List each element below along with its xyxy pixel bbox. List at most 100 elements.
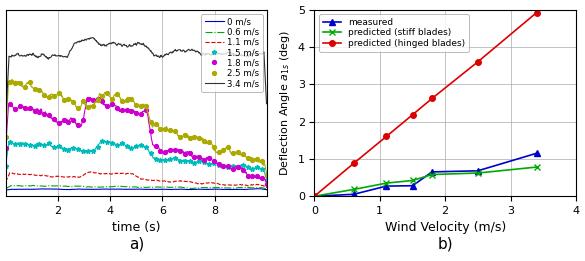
0.6 m/s	[263, 188, 270, 191]
2.5 m/s	[263, 173, 270, 176]
0 m/s	[199, 188, 206, 191]
predicted (hinged blades)	[383, 135, 390, 138]
0.6 m/s	[121, 185, 128, 188]
1.8 m/s	[94, 98, 101, 101]
1.5 m/s	[2, 164, 9, 167]
predicted (stiff blades)	[474, 171, 481, 175]
0.6 m/s	[49, 184, 56, 187]
0.6 m/s	[199, 186, 207, 189]
1.8 m/s	[31, 109, 38, 112]
1.1 m/s	[88, 170, 95, 173]
2.5 m/s	[239, 153, 246, 156]
predicted (hinged blades)	[409, 113, 416, 116]
1.1 m/s	[177, 179, 184, 182]
predicted (stiff blades)	[383, 182, 390, 185]
0.6 m/s	[2, 187, 9, 190]
0.6 m/s	[177, 186, 184, 189]
1.1 m/s	[69, 175, 76, 179]
2.5 m/s	[36, 88, 43, 92]
1.1 m/s	[49, 175, 56, 179]
predicted (hinged blades)	[429, 97, 436, 100]
1.5 m/s	[99, 140, 106, 143]
0 m/s	[121, 188, 128, 191]
measured	[409, 184, 416, 187]
predicted (stiff blades)	[409, 179, 416, 182]
1.8 m/s	[239, 168, 246, 171]
1.1 m/s	[157, 179, 164, 182]
0.6 m/s	[70, 185, 77, 188]
1.8 m/s	[263, 182, 270, 185]
predicted (hinged blades)	[350, 162, 357, 165]
2.5 m/s	[104, 91, 111, 94]
1.5 m/s	[104, 140, 111, 143]
0 m/s	[254, 187, 261, 190]
predicted (stiff blades)	[429, 173, 436, 176]
2.5 m/s	[26, 80, 33, 84]
1.5 m/s	[239, 164, 246, 167]
3.4 m/s	[177, 48, 184, 51]
0 m/s	[69, 188, 76, 191]
1.5 m/s	[263, 179, 270, 182]
Line: 1.8 m/s: 1.8 m/s	[4, 97, 269, 186]
3.4 m/s	[49, 54, 56, 57]
Line: 3.4 m/s: 3.4 m/s	[5, 38, 267, 104]
1.8 m/s	[50, 117, 57, 121]
3.4 m/s	[88, 36, 95, 39]
measured	[350, 193, 357, 196]
X-axis label: time (s): time (s)	[112, 221, 160, 234]
1.5 m/s	[50, 146, 57, 149]
Text: a): a)	[129, 236, 144, 251]
predicted (stiff blades)	[350, 188, 357, 191]
2.5 m/s	[259, 159, 266, 162]
2.5 m/s	[70, 100, 77, 103]
2.5 m/s	[2, 135, 9, 138]
1.1 m/s	[263, 186, 270, 189]
1.1 m/s	[199, 182, 207, 185]
Line: 1.1 m/s: 1.1 m/s	[5, 172, 267, 188]
Legend: measured, predicted (stiff blades), predicted (hinged blades): measured, predicted (stiff blades), pred…	[319, 14, 469, 52]
1.1 m/s	[121, 172, 128, 175]
Line: predicted (stiff blades): predicted (stiff blades)	[311, 164, 540, 200]
Line: predicted (hinged blades): predicted (hinged blades)	[312, 10, 539, 199]
predicted (hinged blades)	[474, 60, 481, 63]
measured	[474, 169, 481, 172]
3.4 m/s	[2, 102, 9, 105]
0 m/s	[263, 188, 270, 191]
measured	[533, 152, 540, 155]
0.6 m/s	[157, 186, 164, 189]
3.4 m/s	[263, 102, 270, 105]
1.1 m/s	[2, 180, 9, 183]
1.8 m/s	[259, 177, 266, 180]
Y-axis label: Deflection Angle $a_{1s}$ (deg): Deflection Angle $a_{1s}$ (deg)	[278, 30, 292, 176]
X-axis label: Wind Velocity (m/s): Wind Velocity (m/s)	[384, 221, 506, 234]
Legend: 0 m/s, 0.6 m/s, 1.1 m/s, 1.5 m/s, 1.8 m/s, 2.5 m/s, 3.4 m/s: 0 m/s, 0.6 m/s, 1.1 m/s, 1.5 m/s, 1.8 m/…	[201, 14, 263, 92]
measured	[383, 185, 390, 188]
1.8 m/s	[104, 104, 111, 108]
2.5 m/s	[56, 92, 63, 95]
Line: 0 m/s: 0 m/s	[5, 189, 267, 190]
Text: b): b)	[438, 236, 453, 251]
3.4 m/s	[69, 45, 76, 48]
0 m/s	[2, 188, 9, 192]
1.5 m/s	[259, 168, 266, 171]
0.6 m/s	[29, 184, 36, 187]
Line: measured: measured	[311, 150, 540, 200]
predicted (hinged blades)	[311, 195, 318, 198]
measured	[429, 170, 436, 174]
1.8 m/s	[65, 120, 72, 123]
0 m/s	[156, 188, 163, 191]
predicted (stiff blades)	[311, 195, 318, 198]
0 m/s	[177, 188, 184, 191]
1.8 m/s	[2, 147, 9, 150]
1.5 m/s	[31, 144, 38, 147]
0 m/s	[49, 187, 56, 191]
predicted (stiff blades)	[533, 165, 540, 169]
Line: 1.5 m/s: 1.5 m/s	[3, 139, 269, 183]
predicted (hinged blades)	[533, 11, 540, 14]
3.4 m/s	[199, 52, 207, 55]
3.4 m/s	[157, 56, 164, 59]
3.4 m/s	[121, 43, 128, 46]
Line: 2.5 m/s: 2.5 m/s	[4, 80, 269, 177]
1.5 m/s	[65, 148, 72, 151]
Line: 0.6 m/s: 0.6 m/s	[5, 186, 267, 189]
